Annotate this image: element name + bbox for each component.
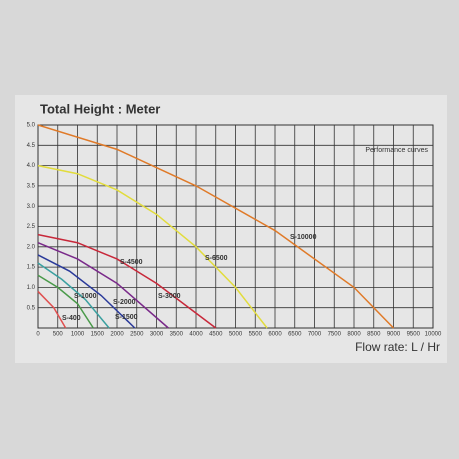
legend-title: Performance curves: [365, 147, 428, 154]
y-tick-label: 4.0: [27, 163, 36, 169]
y-tick-label: 3.0: [27, 204, 36, 210]
series-line: [37, 233, 217, 329]
x-tick-label: 5000: [229, 332, 243, 338]
series-label: S-6500: [205, 255, 228, 262]
x-tick-label: 10000: [425, 332, 442, 338]
y-tick-label: 1.5: [27, 265, 36, 271]
x-tick-label: 3500: [170, 332, 184, 338]
series-label: S-4500: [120, 259, 143, 266]
x-tick-label: 4500: [209, 332, 223, 338]
y-tick-label: 2.0: [27, 244, 36, 250]
series-label: S-400: [62, 315, 81, 322]
series-line: [37, 290, 67, 329]
x-tick-label: 2000: [110, 332, 124, 338]
series-label: S-1000: [74, 293, 97, 300]
series-label: S-3000: [158, 293, 181, 300]
x-tick-label: 0: [36, 332, 40, 338]
x-tick-label: 8500: [367, 332, 381, 338]
panel: [15, 95, 447, 363]
series-label: S-10000: [290, 234, 317, 241]
x-tick-label: 6000: [268, 332, 282, 338]
x-tick-label: 9000: [387, 332, 401, 338]
x-tick-label: 3000: [150, 332, 164, 338]
x-tick-label: 4000: [189, 332, 203, 338]
x-tick-label: 6500: [288, 332, 302, 338]
chart-title: Total Height : Meter: [40, 101, 160, 116]
x-tick-label: 8000: [347, 332, 361, 338]
series-line: [37, 274, 94, 329]
x-tick-label: 500: [53, 332, 64, 338]
y-tick-label: 5.0: [27, 123, 36, 129]
x-tick-label: 9500: [407, 332, 421, 338]
series-line: [37, 242, 169, 329]
x-axis-label: Flow rate: L / Hr: [355, 340, 440, 354]
x-tick-label: 1500: [91, 332, 105, 338]
series-line: [37, 254, 136, 329]
series-label: S-2000: [113, 299, 136, 306]
y-tick-label: 1.0: [27, 285, 36, 291]
series-line: [37, 124, 395, 329]
x-tick-label: 2500: [130, 332, 144, 338]
y-tick-label: 3.5: [27, 183, 36, 189]
y-tick-label: 0.5: [27, 305, 36, 311]
x-tick-label: 7500: [328, 332, 342, 338]
x-tick-label: 7000: [308, 332, 322, 338]
series-label: S-1500: [115, 314, 138, 321]
x-tick-label: 1000: [71, 332, 85, 338]
x-tick-label: 5500: [249, 332, 263, 338]
series-line: [37, 164, 268, 329]
y-tick-label: 2.5: [27, 224, 36, 230]
series-line: [37, 262, 110, 329]
y-tick-label: 4.5: [27, 143, 36, 149]
